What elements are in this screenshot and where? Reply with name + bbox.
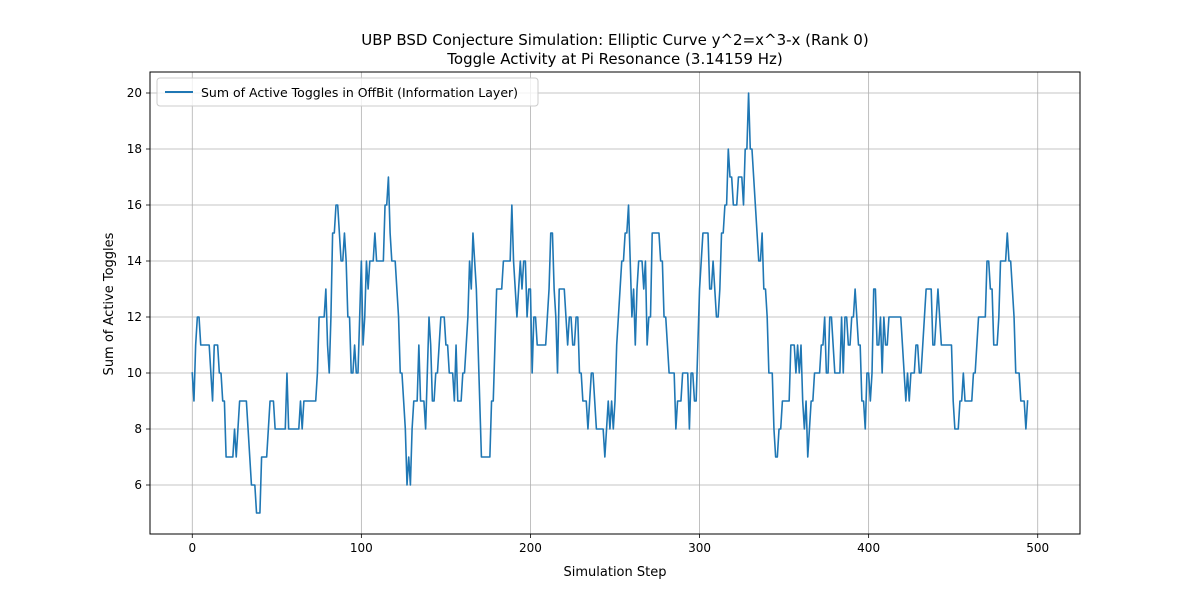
legend-label: Sum of Active Toggles in OffBit (Informa… xyxy=(201,85,518,100)
x-tick-label: 100 xyxy=(350,541,373,555)
y-tick-label: 12 xyxy=(127,310,142,324)
x-tick-label: 400 xyxy=(857,541,880,555)
x-tick-label: 500 xyxy=(1026,541,1049,555)
chart-subtitle: Toggle Activity at Pi Resonance (3.14159… xyxy=(446,50,782,68)
y-tick-label: 14 xyxy=(127,254,142,268)
y-tick-label: 20 xyxy=(127,86,142,100)
y-tick-label: 8 xyxy=(134,422,142,436)
x-tick-label: 300 xyxy=(688,541,711,555)
y-tick-label: 18 xyxy=(127,142,142,156)
chart-title: UBP BSD Conjecture Simulation: Elliptic … xyxy=(361,31,868,49)
plot-frame xyxy=(149,71,1081,535)
axis-ticks: 0 100 200 300 400 500 6 8 10 12 14 16 18 20 xyxy=(127,86,1049,555)
y-tick-label: 16 xyxy=(127,198,142,212)
x-tick-label: 0 xyxy=(188,541,196,555)
series-line-0 xyxy=(191,92,1029,514)
legend: Sum of Active Toggles in OffBit (Informa… xyxy=(156,77,539,107)
series-lines xyxy=(191,92,1029,514)
x-axis-label: Simulation Step xyxy=(564,565,667,580)
y-tick-label: 6 xyxy=(134,478,142,492)
y-axis-label: Sum of Active Toggles xyxy=(102,232,117,375)
y-tick-label: 10 xyxy=(127,366,142,380)
x-tick-label: 200 xyxy=(519,541,542,555)
legend-box xyxy=(156,77,539,107)
